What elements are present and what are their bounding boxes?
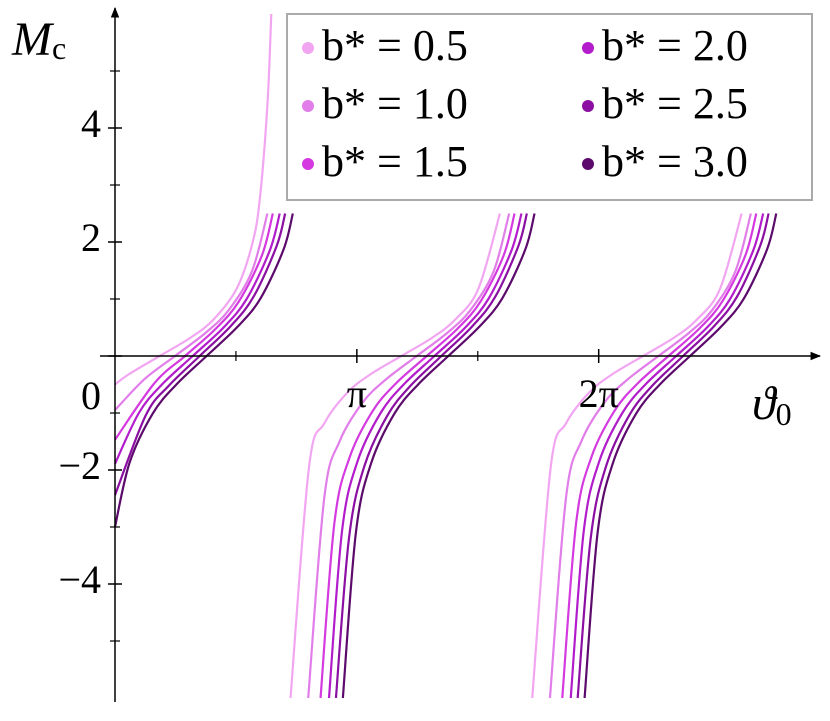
legend-marker <box>582 42 594 54</box>
y-axis-label-main: M <box>11 13 55 66</box>
legend-label: b* = 2.5 <box>602 79 748 128</box>
y-tick-label: −2 <box>58 443 101 488</box>
ticks: −4 −2 0 2 4 π 2π <box>58 70 619 642</box>
legend: b* = 0.5 b* = 1.0 b* = 1.5 b* = 2.0 b* = 2.5… <box>286 13 813 201</box>
legend-label: b* = 2.0 <box>602 21 748 70</box>
y-tick-label: −4 <box>58 557 101 602</box>
series-line <box>114 14 743 698</box>
x-axis-label-main: ϑ <box>752 377 778 430</box>
x-tick-label: π <box>347 371 367 416</box>
y-tick-label: 0 <box>81 373 101 418</box>
legend-label: b* = 1.0 <box>322 79 468 128</box>
series-line <box>113 213 770 698</box>
y-axis-label-sub: c <box>52 30 66 66</box>
legend-marker <box>582 158 594 170</box>
y-tick-label: 4 <box>81 101 101 146</box>
y-axis-label: Mc <box>11 13 66 66</box>
legend-marker <box>582 100 594 112</box>
x-axis-label: ϑ0 <box>752 377 792 432</box>
legend-label: b* = 3.0 <box>602 137 748 186</box>
x-tick-label: 2π <box>579 371 619 416</box>
legend-marker <box>302 100 314 112</box>
series-line <box>114 213 758 698</box>
series-line <box>113 213 778 698</box>
legend-label: b* = 1.5 <box>322 137 468 186</box>
legend-marker <box>302 42 314 54</box>
legend-label: b* = 0.5 <box>322 21 468 70</box>
x-axis-label-sub: 0 <box>776 396 792 432</box>
legend-marker <box>302 158 314 170</box>
series-line <box>114 213 752 698</box>
legend-box <box>286 13 813 201</box>
axes <box>100 6 822 702</box>
series-line <box>114 213 765 698</box>
y-tick-label: 2 <box>81 215 101 260</box>
curves <box>113 14 778 698</box>
